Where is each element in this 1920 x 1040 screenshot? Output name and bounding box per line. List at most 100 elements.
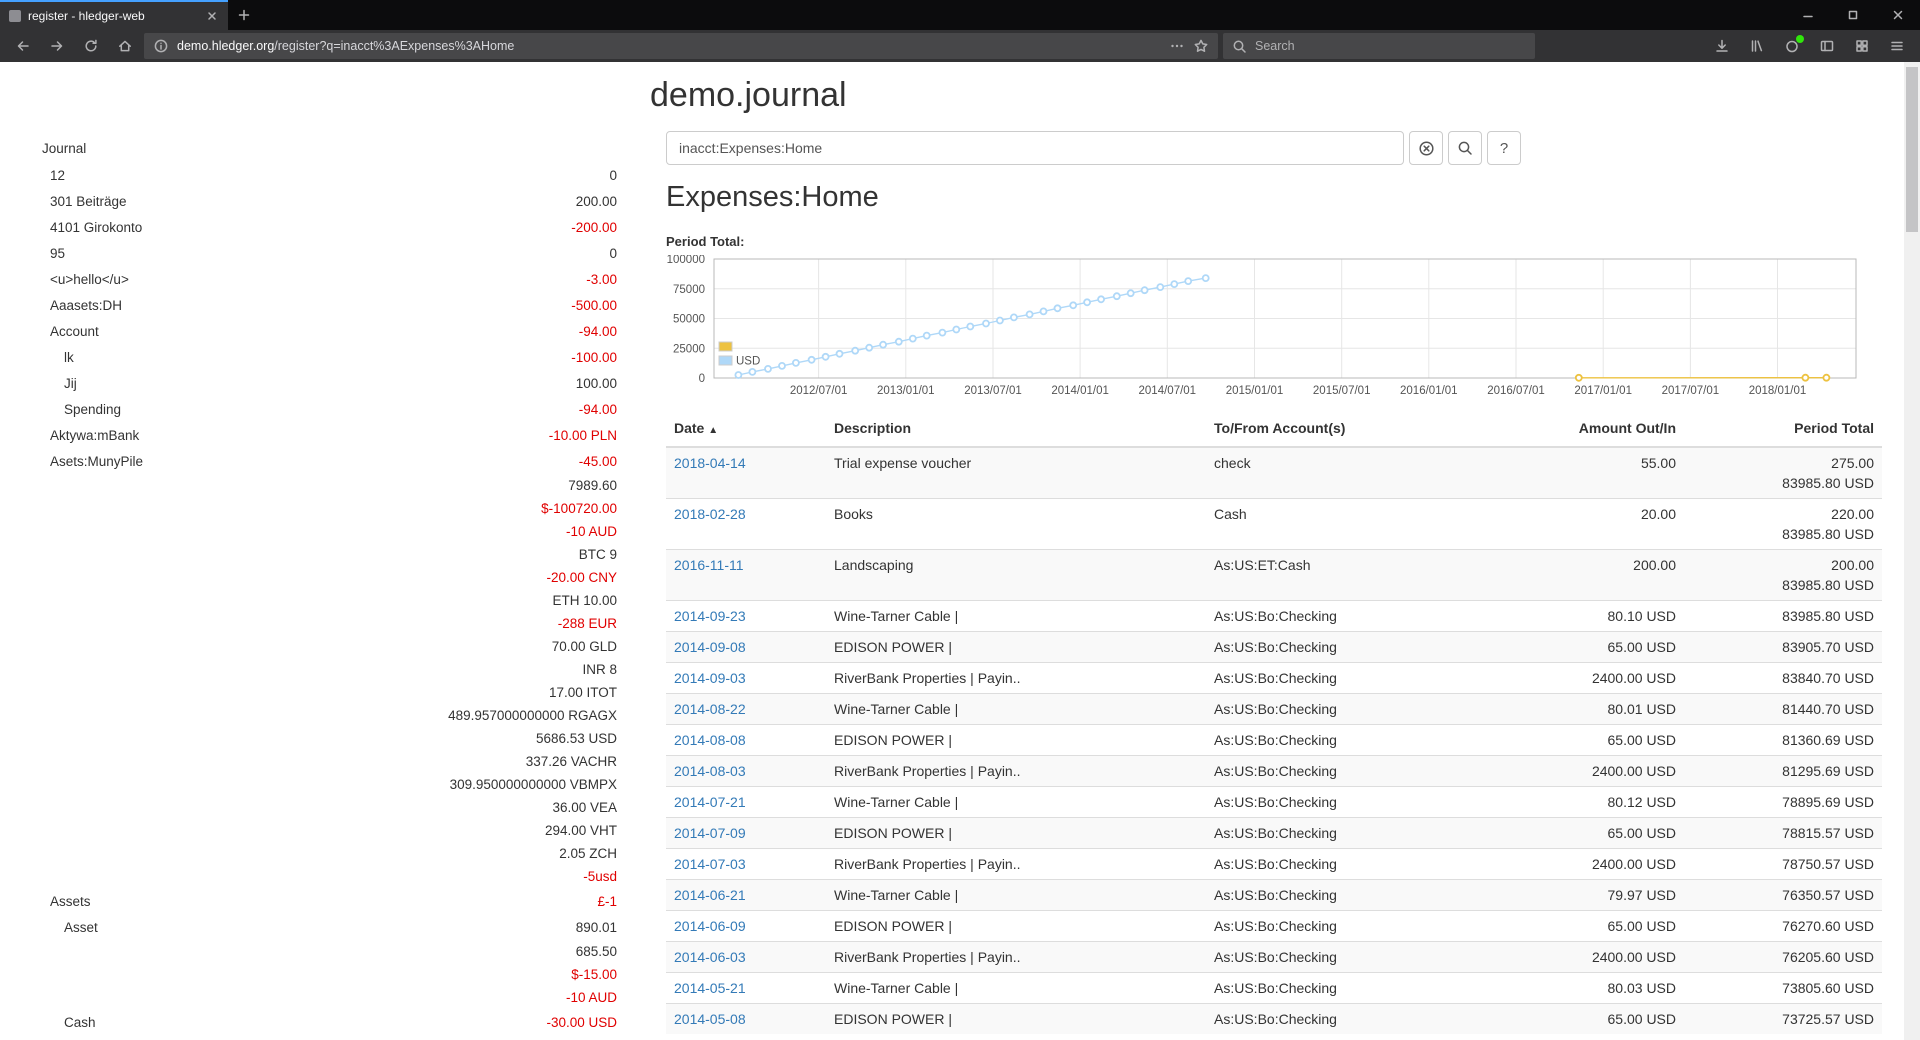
account-link[interactable]: Aaasets:DH bbox=[50, 297, 123, 313]
register-date-link[interactable]: 2014-07-21 bbox=[674, 794, 746, 810]
register-date-link[interactable]: 2014-06-09 bbox=[674, 918, 746, 934]
account-link[interactable]: 95 bbox=[50, 245, 66, 261]
url-bar[interactable]: demo.hledger.org/register?q=inacct%3AExp… bbox=[144, 33, 1218, 59]
register-amount: 2400.00 USD bbox=[1591, 949, 1676, 965]
svg-text:100000: 100000 bbox=[667, 255, 705, 266]
account-link[interactable]: Asset bbox=[64, 919, 98, 935]
bookmark-star-icon[interactable] bbox=[1193, 38, 1209, 54]
window-minimize-button[interactable] bbox=[1785, 0, 1830, 30]
menu-icon[interactable] bbox=[1882, 33, 1912, 59]
register-date-link[interactable]: 2014-08-03 bbox=[674, 763, 746, 779]
register-account-link[interactable]: As:US:Bo:Checking bbox=[1214, 918, 1337, 934]
window-maximize-button[interactable] bbox=[1830, 0, 1875, 30]
account-link[interactable]: Asets:MunyPile bbox=[50, 453, 144, 469]
register-account-link[interactable]: As:US:Bo:Checking bbox=[1214, 670, 1337, 686]
register-account-link[interactable]: As:US:Bo:Checking bbox=[1214, 1011, 1337, 1027]
register-account-link[interactable]: As:US:Bo:Checking bbox=[1214, 732, 1337, 748]
register-account-link[interactable]: As:US:Bo:Checking bbox=[1214, 608, 1337, 624]
sidebar-account-row: 489.957000000000 RGAGX bbox=[42, 704, 617, 727]
register-account-link[interactable]: As:US:Bo:Checking bbox=[1214, 639, 1337, 655]
browser-search-bar[interactable]: Search bbox=[1223, 33, 1535, 59]
page-scrollbar[interactable] bbox=[1904, 62, 1920, 1040]
query-input[interactable] bbox=[666, 131, 1404, 165]
search-query-button[interactable] bbox=[1448, 131, 1482, 165]
register-period-total: 83985.80 USD bbox=[1782, 608, 1874, 624]
extension-icon[interactable] bbox=[1777, 33, 1807, 59]
home-button[interactable] bbox=[110, 33, 139, 59]
account-link[interactable]: Account bbox=[50, 323, 99, 339]
account-link[interactable]: Jij bbox=[64, 375, 77, 391]
account-balance: -10 AUD bbox=[565, 524, 617, 539]
register-account-link[interactable]: As:US:Bo:Checking bbox=[1214, 949, 1337, 965]
table-header-date[interactable]: Date ▲ bbox=[666, 413, 826, 448]
register-date-link[interactable]: 2014-07-09 bbox=[674, 825, 746, 841]
account-balance: 337.26 VACHR bbox=[525, 754, 617, 769]
register-period-total: 81360.69 USD bbox=[1782, 732, 1874, 748]
table-header-amount: Amount Out/In bbox=[1536, 413, 1684, 448]
help-button[interactable]: ? bbox=[1487, 131, 1521, 165]
reload-button[interactable] bbox=[76, 33, 105, 59]
library-icon[interactable] bbox=[1742, 33, 1772, 59]
new-tab-button[interactable] bbox=[228, 0, 260, 30]
register-account-link[interactable]: As:US:ET:Cash bbox=[1214, 557, 1311, 573]
register-date-link[interactable]: 2014-09-08 bbox=[674, 639, 746, 655]
sidebar-account-row: 685.50 bbox=[42, 940, 617, 963]
register-account-link[interactable]: As:US:Bo:Checking bbox=[1214, 825, 1337, 841]
register-period-total: 73805.60 USD bbox=[1782, 980, 1874, 996]
account-link[interactable]: Cash bbox=[64, 1014, 96, 1030]
account-balance: -20.00 CNY bbox=[546, 570, 617, 585]
register-account-link[interactable]: As:US:Bo:Checking bbox=[1214, 856, 1337, 872]
register-account-link[interactable]: As:US:Bo:Checking bbox=[1214, 763, 1337, 779]
account-link[interactable]: <u>hello</u> bbox=[50, 271, 129, 287]
register-date-link[interactable]: 2016-11-11 bbox=[674, 557, 744, 573]
register-date-link[interactable]: 2014-06-21 bbox=[674, 887, 746, 903]
forward-button[interactable] bbox=[42, 33, 71, 59]
account-link[interactable]: lk bbox=[64, 349, 74, 365]
back-button[interactable] bbox=[8, 33, 37, 59]
register-account-link[interactable]: As:US:Bo:Checking bbox=[1214, 887, 1337, 903]
page-actions-icon[interactable] bbox=[1169, 38, 1185, 54]
chart-series-1 bbox=[734, 274, 1210, 379]
register-date-link[interactable]: 2014-07-03 bbox=[674, 856, 746, 872]
browser-tab[interactable]: register - hledger-web bbox=[0, 0, 228, 30]
register-date-link[interactable]: 2014-08-22 bbox=[674, 701, 746, 717]
register-amount: 80.12 USD bbox=[1607, 794, 1676, 810]
register-date-link[interactable]: 2018-04-14 bbox=[674, 455, 746, 471]
page-title: demo.journal bbox=[650, 76, 847, 114]
register-description: EDISON POWER | bbox=[834, 918, 952, 934]
register-description: Wine-Tarner Cable | bbox=[834, 794, 959, 810]
svg-text:2017/01/01: 2017/01/01 bbox=[1574, 385, 1632, 397]
clear-query-button[interactable] bbox=[1409, 131, 1443, 165]
register-date-link[interactable]: 2014-08-08 bbox=[674, 732, 746, 748]
register-account-link[interactable]: As:US:Bo:Checking bbox=[1214, 701, 1337, 717]
scrollbar-thumb[interactable] bbox=[1906, 67, 1918, 232]
register-account-link[interactable]: As:US:Bo:Checking bbox=[1214, 980, 1337, 996]
account-balance: 7989.60 bbox=[568, 478, 617, 493]
register-account-link[interactable]: Cash bbox=[1214, 506, 1247, 522]
sidebar-toggle-icon[interactable] bbox=[1812, 33, 1842, 59]
register-account-link[interactable]: check bbox=[1214, 455, 1251, 471]
account-link[interactable]: Spending bbox=[64, 401, 122, 417]
register-date-link[interactable]: 2014-09-23 bbox=[674, 608, 746, 624]
register-table-body: 2018-04-14 Trial expense voucher check 55.0… bbox=[666, 447, 1882, 1034]
register-date-link[interactable]: 2014-09-03 bbox=[674, 670, 746, 686]
account-link[interactable]: Assets bbox=[50, 893, 91, 909]
register-row: 2014-06-09 EDISON POWER | As:US:Bo:Checkin… bbox=[666, 910, 1882, 942]
journal-link[interactable]: Journal bbox=[42, 141, 87, 156]
account-balance: -3.00 bbox=[586, 271, 617, 287]
download-icon[interactable] bbox=[1707, 33, 1737, 59]
register-account-link[interactable]: As:US:Bo:Checking bbox=[1214, 794, 1337, 810]
tab-close-icon[interactable] bbox=[205, 9, 219, 23]
sidebar-account-row: 95 0 bbox=[42, 240, 617, 266]
account-link[interactable]: 4101 Girokonto bbox=[50, 219, 143, 235]
register-date-link[interactable]: 2018-02-28 bbox=[674, 506, 746, 522]
account-link[interactable]: Aktywa:mBank bbox=[50, 427, 140, 443]
register-date-link[interactable]: 2014-06-03 bbox=[674, 949, 746, 965]
account-link[interactable]: 12 bbox=[50, 167, 66, 183]
register-date-link[interactable]: 2014-05-21 bbox=[674, 980, 746, 996]
grid-icon[interactable] bbox=[1847, 33, 1877, 59]
register-date-link[interactable]: 2014-05-08 bbox=[674, 1011, 746, 1027]
account-link[interactable]: 301 Beiträge bbox=[50, 193, 127, 209]
window-close-button[interactable] bbox=[1875, 0, 1920, 30]
register-period-total: 78815.57 USD bbox=[1782, 825, 1874, 841]
